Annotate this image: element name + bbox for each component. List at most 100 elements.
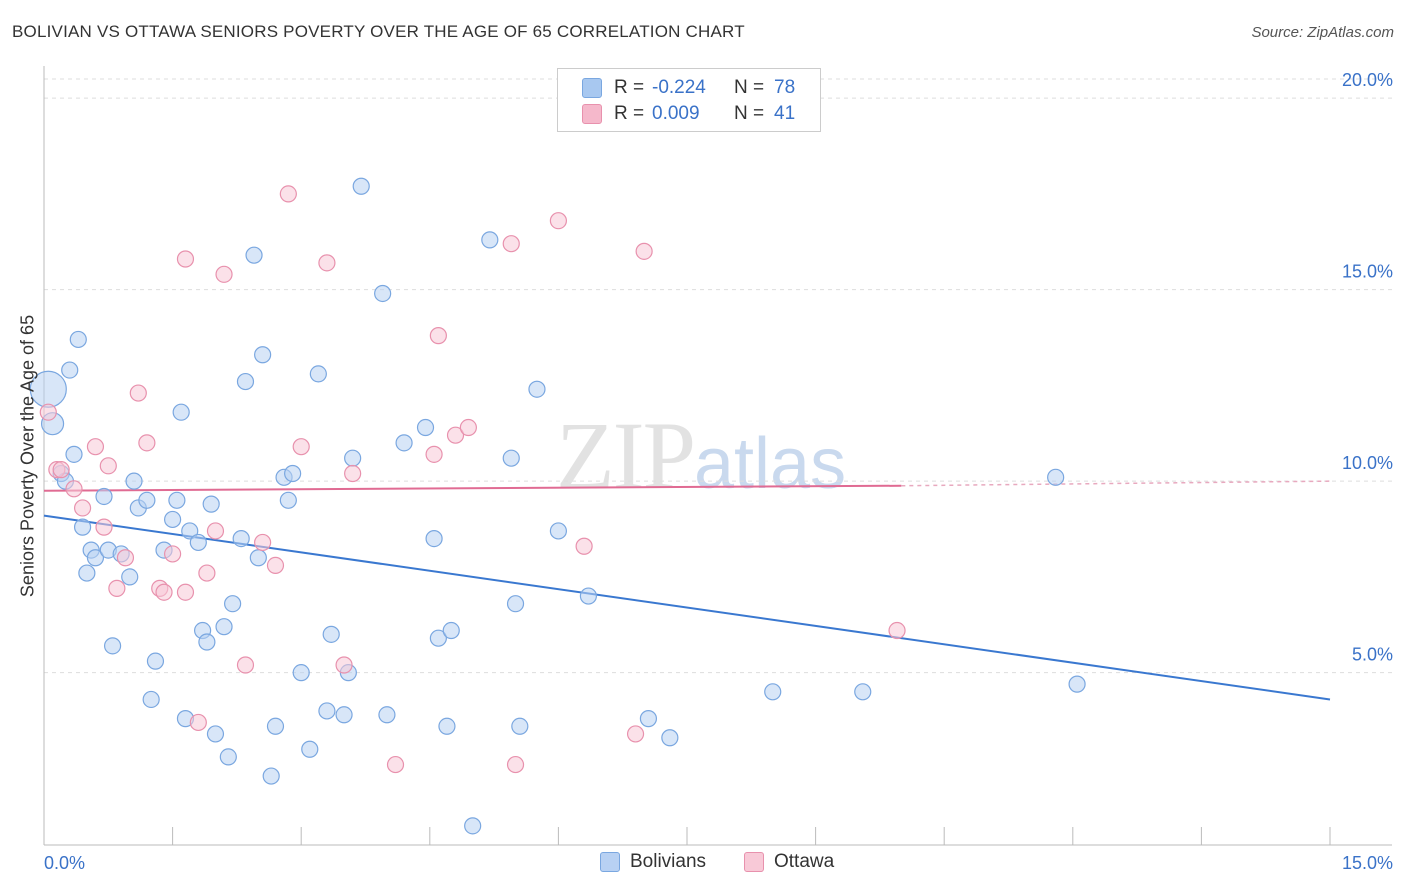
point-bolivians bbox=[249, 549, 267, 567]
watermark-zip: ZIP bbox=[556, 402, 696, 509]
legend-n-value: 41 bbox=[774, 103, 796, 124]
point-ottawa bbox=[279, 185, 297, 203]
watermark-atlas: atlas bbox=[694, 424, 847, 504]
point-bolivians bbox=[232, 529, 250, 548]
y-tick-label: 5.0% bbox=[1352, 645, 1393, 665]
point-bolivians bbox=[86, 549, 105, 567]
point-bolivians bbox=[138, 491, 156, 509]
source-credit: Source: ZipAtlas.com bbox=[1251, 24, 1394, 41]
point-bolivians bbox=[168, 491, 186, 509]
point-bolivians bbox=[172, 403, 190, 421]
point-ottawa bbox=[65, 480, 83, 498]
point-bolivians bbox=[429, 629, 447, 647]
point-bolivians bbox=[292, 664, 310, 682]
series-name-bolivians: Bolivians bbox=[630, 851, 707, 872]
point-bolivians bbox=[121, 568, 139, 586]
point-bolivians bbox=[284, 464, 302, 483]
point-ottawa bbox=[344, 464, 362, 483]
legend-row-bolivians: R = -0.224 N = 78 bbox=[582, 76, 795, 100]
point-bolivians bbox=[224, 595, 242, 613]
point-ottawa bbox=[236, 656, 255, 674]
point-bolivians bbox=[374, 284, 392, 303]
point-bolivians bbox=[65, 445, 83, 463]
point-ottawa bbox=[575, 537, 593, 555]
point-ottawa bbox=[635, 242, 653, 260]
point-bolivians bbox=[378, 706, 396, 724]
point-bolivians bbox=[73, 518, 92, 536]
point-bolivians bbox=[344, 449, 362, 467]
point-ottawa bbox=[155, 583, 173, 601]
point-bolivians bbox=[442, 621, 460, 640]
watermark: ZIPatlas bbox=[556, 400, 846, 511]
point-ottawa bbox=[95, 518, 113, 536]
point-bolivians bbox=[395, 434, 413, 452]
point-bolivians bbox=[219, 748, 237, 766]
point-bolivians bbox=[164, 510, 182, 529]
point-bolivians bbox=[266, 717, 285, 735]
point-bolivians bbox=[502, 449, 520, 467]
point-bolivians bbox=[202, 495, 220, 513]
point-bolivians bbox=[352, 177, 370, 195]
point-bolivians bbox=[215, 618, 233, 636]
point-bolivians bbox=[103, 637, 122, 655]
point-ottawa bbox=[52, 461, 70, 479]
point-bolivians bbox=[425, 529, 443, 548]
point-bolivians bbox=[549, 522, 568, 540]
point-ottawa bbox=[425, 445, 443, 463]
point-bolivians bbox=[854, 683, 872, 701]
point-ottawa bbox=[502, 235, 520, 253]
point-bolivians bbox=[181, 522, 199, 540]
legend-swatch-bolivians bbox=[582, 78, 602, 98]
correlation-legend: R = -0.224 N = 78 R = 0.009 N = 41 bbox=[557, 68, 821, 132]
point-ottawa bbox=[206, 522, 225, 540]
trend-lines bbox=[43, 480, 1331, 701]
point-bolivians bbox=[335, 706, 353, 724]
legend-r-value: 0.009 bbox=[652, 103, 700, 124]
point-bolivians bbox=[511, 717, 529, 735]
legend-n-label: N = bbox=[734, 77, 765, 98]
point-bolivians bbox=[69, 330, 87, 349]
point-bolivians bbox=[95, 487, 113, 506]
point-ottawa bbox=[164, 545, 182, 563]
point-bolivians bbox=[506, 595, 525, 613]
point-ottawa bbox=[73, 499, 92, 517]
point-bolivians bbox=[78, 564, 96, 582]
point-ottawa bbox=[198, 564, 216, 582]
point-bolivians bbox=[262, 767, 280, 785]
point-bolivians bbox=[245, 246, 263, 264]
y-axis-label: Seniors Poverty Over the Age of 65 bbox=[17, 314, 38, 598]
point-ottawa bbox=[266, 556, 285, 575]
point-bolivians bbox=[481, 231, 499, 249]
legend-swatch-ottawa bbox=[582, 104, 602, 124]
series-legend-ottawa: Ottawa bbox=[744, 851, 834, 873]
point-bolivians bbox=[254, 346, 272, 364]
point-bolivians bbox=[528, 380, 546, 398]
x-tick-label: 15.0% bbox=[1342, 853, 1393, 873]
point-ottawa bbox=[549, 212, 568, 230]
point-ottawa bbox=[116, 549, 135, 567]
point-bolivians bbox=[416, 418, 435, 437]
point-ottawa bbox=[138, 434, 156, 452]
point-ottawa bbox=[215, 265, 233, 283]
point-bolivians bbox=[189, 533, 207, 552]
tick-labels: 5.0% 10.0% 15.0% 20.0% 0.0% 15.0% bbox=[44, 70, 1393, 873]
point-bolivians bbox=[309, 365, 327, 383]
point-ottawa bbox=[429, 327, 447, 345]
point-ottawa bbox=[176, 583, 195, 601]
point-ottawa bbox=[506, 755, 525, 774]
axes bbox=[43, 66, 1392, 846]
legend-row-ottawa: R = 0.009 N = 41 bbox=[582, 102, 795, 126]
point-ottawa bbox=[86, 438, 105, 456]
point-ottawa bbox=[446, 426, 465, 444]
series-swatch-bolivians bbox=[600, 852, 620, 872]
y-tick-label: 10.0% bbox=[1342, 453, 1393, 473]
point-ottawa bbox=[626, 725, 645, 743]
data-points bbox=[29, 177, 1086, 835]
point-ottawa bbox=[459, 418, 477, 437]
point-bolivians bbox=[198, 633, 216, 651]
point-bolivians bbox=[1068, 675, 1086, 693]
point-bolivians bbox=[318, 702, 336, 720]
point-ottawa bbox=[108, 579, 126, 597]
series-legend-bolivians: Bolivians bbox=[600, 851, 706, 873]
point-ottawa bbox=[254, 533, 272, 552]
